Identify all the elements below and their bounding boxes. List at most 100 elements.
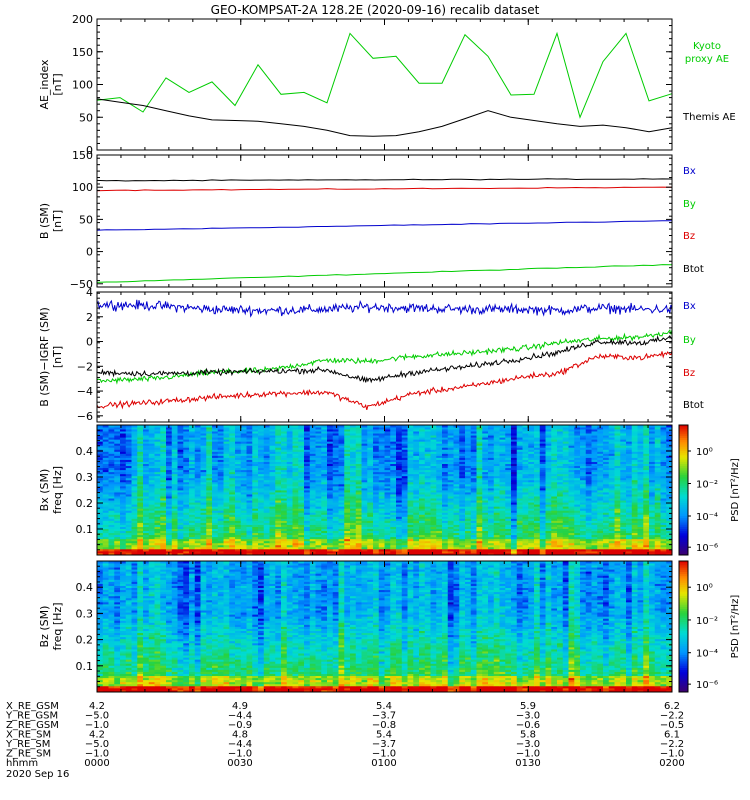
spectrogram-cell — [275, 534, 282, 538]
spectrogram-cell — [194, 520, 201, 523]
spectrogram-cell — [309, 518, 316, 521]
spectrogram-cell — [396, 552, 403, 556]
spectrogram-cell — [194, 536, 201, 540]
spectrogram-cell — [511, 514, 518, 517]
spectrogram-cell — [269, 550, 276, 554]
spectrogram-cell — [367, 542, 374, 546]
spectrogram-cell — [626, 520, 633, 523]
spectrogram-cell — [350, 526, 357, 529]
spectrogram-cell — [194, 522, 201, 525]
spectrogram-cell — [143, 522, 150, 525]
spectrogram-cell — [252, 540, 259, 544]
spectrogram-cell — [447, 540, 454, 544]
spectrogram-cell — [143, 518, 150, 521]
spectrogram-cell — [355, 532, 362, 536]
spectrogram-cell — [505, 520, 512, 523]
spectrogram-cell — [436, 538, 443, 542]
spectrogram-cell — [258, 534, 265, 538]
spectrogram-cell — [361, 528, 368, 532]
spectrogram-cell — [125, 524, 132, 527]
spectrogram-cell — [551, 534, 558, 538]
spectrogram-cell — [108, 532, 115, 536]
spectrogram-cell — [568, 518, 575, 521]
spectrogram-cell — [137, 526, 144, 529]
spectrogram-cell — [298, 524, 305, 527]
spectrogram-cell — [183, 518, 190, 521]
spectrogram-cell — [436, 526, 443, 529]
spectrogram-cell — [332, 520, 339, 523]
spectrogram-cell — [591, 520, 598, 523]
spectrogram-cell — [350, 544, 357, 548]
spectrogram-cell — [516, 522, 523, 525]
spectrogram-cell — [424, 514, 431, 517]
spectrogram-cell — [189, 532, 196, 536]
spectrogram-cell — [580, 540, 587, 544]
spectrogram-cell — [373, 550, 380, 554]
spectrogram-cell — [252, 516, 259, 519]
spectrogram-cell — [522, 536, 529, 540]
spectrogram-cell — [620, 518, 627, 521]
spectrogram-cell — [229, 526, 236, 529]
spectrogram-cell — [281, 540, 288, 544]
spectrogram-cell — [568, 524, 575, 527]
spectrogram-cell — [568, 522, 575, 525]
spectrogram-cell — [252, 546, 259, 550]
spectrogram-cell — [281, 526, 288, 529]
spectrogram-cell — [286, 528, 293, 532]
spectrogram-cell — [102, 540, 109, 544]
spectrogram-cell — [240, 550, 247, 554]
spectrogram-cell — [505, 532, 512, 536]
spectrogram-cell — [608, 536, 615, 540]
spectrogram-cell — [459, 532, 466, 536]
spectrogram-cell — [476, 534, 483, 538]
spectrogram-cell — [194, 526, 201, 529]
spectrogram-cell — [102, 536, 109, 540]
spectrogram-cell — [654, 518, 661, 521]
spectrogram-cell — [332, 540, 339, 544]
spectrogram-cell — [557, 534, 564, 538]
spectrogram-cell — [505, 552, 512, 556]
spectrogram-cell — [114, 514, 121, 517]
spectrogram-cell — [505, 548, 512, 552]
spectrogram-cell — [350, 520, 357, 523]
spectrogram-cell — [568, 520, 575, 523]
spectrogram-cell — [539, 528, 546, 532]
y-tick-label: −4 — [77, 385, 93, 398]
spectrogram-cell — [413, 550, 420, 554]
spectrogram-cell — [183, 542, 190, 546]
spectrogram-cell — [465, 542, 472, 546]
series-line-bx — [96, 220, 673, 231]
spectrogram-cell — [160, 522, 167, 525]
spectrogram-cell — [137, 516, 144, 519]
spectrogram-cell — [511, 530, 518, 534]
spectrogram-cell — [275, 514, 282, 517]
spectrogram-cell — [401, 524, 408, 527]
y-tick-label: −6 — [77, 410, 93, 423]
spectrogram-cell — [660, 524, 667, 527]
spectrogram-cell — [281, 534, 288, 538]
spectrogram-cell — [424, 518, 431, 521]
spectrogram-cell — [534, 538, 541, 542]
spectrogram-cell — [367, 516, 374, 519]
spectrogram-cell — [516, 552, 523, 556]
spectrogram-cell — [493, 548, 500, 552]
spectrogram-cell — [143, 532, 150, 536]
spectrogram-cell — [580, 538, 587, 542]
spectrogram-cell — [568, 552, 575, 556]
spectrogram-cell — [332, 534, 339, 538]
spectrogram-cell — [286, 526, 293, 529]
spectrogram-cell — [240, 520, 247, 523]
spectrogram-cell — [528, 534, 535, 538]
spectrogram-cell — [327, 548, 334, 552]
spectrogram-cell — [574, 528, 581, 532]
spectrogram-cell — [654, 544, 661, 548]
spectrogram-cell — [275, 518, 282, 521]
spectrogram-cell — [286, 534, 293, 538]
spectrogram-cell — [286, 530, 293, 534]
spectrogram-cell — [557, 546, 564, 550]
spectrogram-cell — [390, 514, 397, 517]
spectrogram-cell — [465, 528, 472, 532]
spectrogram-cell — [235, 534, 242, 538]
spectrogram-cell — [608, 520, 615, 523]
